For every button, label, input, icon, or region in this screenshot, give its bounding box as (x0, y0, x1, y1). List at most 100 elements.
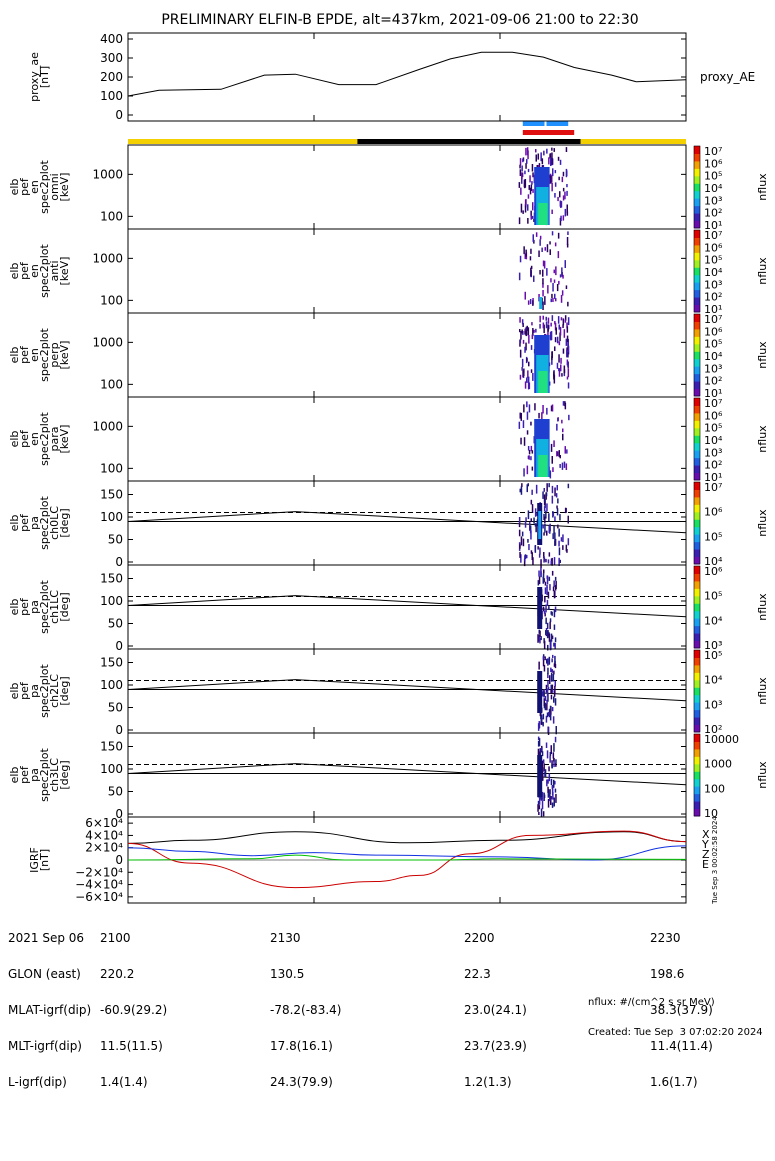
colorbar-segment (694, 640, 700, 649)
spectrogram-pixel (541, 773, 544, 781)
spectrogram-pixel (552, 283, 554, 292)
spectrogram-pixel (556, 362, 559, 369)
colorbar-tick-label: 10⁶ (704, 506, 723, 519)
colorbar-segment (694, 756, 700, 765)
colorbar-segment (694, 657, 700, 666)
spectrogram-pixel (542, 656, 545, 660)
spectrogram-pixel (558, 540, 560, 547)
spectrogram-pixel (567, 338, 569, 348)
y-tick-label: 1000 (92, 335, 123, 349)
spectrogram-pixel (562, 433, 564, 441)
spectrogram-pixel (543, 150, 545, 156)
spectrogram-pixel (548, 576, 551, 581)
y-tick-label: −4×10⁴ (75, 878, 123, 892)
spectrogram-pixel (524, 170, 526, 175)
spectrogram-pixel (540, 559, 542, 568)
spectrogram-pixel (558, 547, 561, 556)
spectrogram-pixel (526, 147, 529, 156)
y-axis-label: spec2plot (38, 748, 51, 802)
spectrogram-pixel (545, 558, 547, 563)
spectrogram-pixel (557, 316, 560, 324)
spectrogram-pixel (526, 159, 528, 164)
spectrogram-pixel (524, 521, 527, 528)
spectrogram-pixel (559, 274, 562, 278)
spectrogram-pixel (524, 330, 526, 335)
spectrogram-pixel (564, 446, 566, 454)
spectrogram-pixel (554, 516, 556, 522)
spectrogram-pixel (548, 157, 550, 165)
spectrogram-pixel (544, 587, 547, 595)
spectrogram-pixel (554, 532, 556, 539)
spectrogram-pixel (541, 747, 543, 752)
spectrogram-pixel (562, 187, 565, 192)
colorbar-tick-label: 10⁶ (704, 157, 723, 170)
colorbar-tick-label: 10¹ (704, 471, 722, 484)
colorbar-segment (694, 259, 700, 268)
spectrogram-pixel (555, 793, 557, 803)
colorbar-tick-label: 10¹ (704, 387, 722, 400)
colorbar-segment (694, 771, 700, 780)
proxy-ae-line (127, 51, 687, 97)
y-axis-label: pef (18, 513, 31, 532)
colorbar-tick-label: 10³ (704, 362, 722, 375)
spectrogram-pixel (538, 163, 541, 169)
y-tick-label: 100 (100, 762, 123, 776)
colorbar-segment (694, 183, 700, 192)
spectrogram-pixel (525, 147, 527, 156)
spectrogram-pixel (539, 315, 541, 323)
y-axis-label: [keV] (58, 425, 71, 454)
colorbar-label: nflux (756, 761, 769, 789)
spectrogram-pixel (538, 738, 541, 747)
y-axis-label: elb (8, 599, 21, 616)
colorbar-segment (694, 282, 700, 291)
spectrogram-pixel (529, 529, 532, 534)
spectrogram-pixel (554, 781, 556, 785)
spectrogram-pixel (530, 550, 533, 554)
spectrogram-pixel (550, 443, 553, 452)
colorbar-segment (694, 267, 700, 276)
y-axis-label: spec2plot (38, 664, 51, 718)
spectrogram-pixel (554, 698, 557, 706)
spectrogram-pixel (546, 699, 548, 704)
spectrogram-core (537, 671, 543, 713)
colorbar-segment (694, 205, 700, 214)
colorbar-tick-label: 10⁵ (704, 649, 722, 662)
colorbar-segment (694, 526, 700, 535)
spectrogram-pixel (519, 329, 521, 333)
spectrogram-pixel (518, 217, 521, 225)
y-tick-label: 0 (115, 853, 123, 867)
spectrogram-pixel (555, 759, 557, 764)
spectrogram-pixel (548, 766, 550, 772)
spectrogram-pixel (531, 466, 534, 471)
igrf-y-line (127, 845, 687, 861)
colorbar-tick-label: 10² (704, 375, 722, 388)
spectrogram-pixel (519, 255, 522, 263)
spectrogram-pixel (544, 596, 546, 603)
spectrogram-pixel (545, 321, 548, 329)
spectrogram-pixel (530, 345, 533, 350)
colorbar-segment (694, 763, 700, 772)
spectrogram-pixel (546, 575, 549, 585)
spectrogram-pixel (528, 335, 530, 344)
spectrogram-pixel (546, 599, 549, 606)
spectrogram-pixel (519, 544, 521, 549)
colorbar-frame (693, 145, 701, 229)
colorbar-segment (694, 534, 700, 543)
spectrogram-pixel (551, 669, 553, 673)
spectrogram-pixel (562, 318, 565, 326)
y-tick-label: 400 (100, 32, 123, 46)
spectrogram-pixel (538, 576, 541, 585)
spectrogram-pixel (542, 721, 544, 727)
spectrogram-pixel (520, 203, 523, 213)
colorbar-segment (694, 808, 700, 817)
y-tick-label: −2×10⁴ (75, 865, 123, 879)
y-axis-label: anti (48, 260, 61, 281)
y-tick-label: 0 (115, 807, 123, 821)
igrf-z-line (127, 854, 687, 861)
y-axis-label: IGRF (28, 847, 41, 873)
orbit-bar-segment (128, 139, 358, 144)
spectrogram-pixel (522, 370, 524, 378)
colorbar-segment (694, 549, 700, 558)
igrf-legend-label: Z (702, 848, 710, 861)
y-axis-label: pef (18, 765, 31, 784)
